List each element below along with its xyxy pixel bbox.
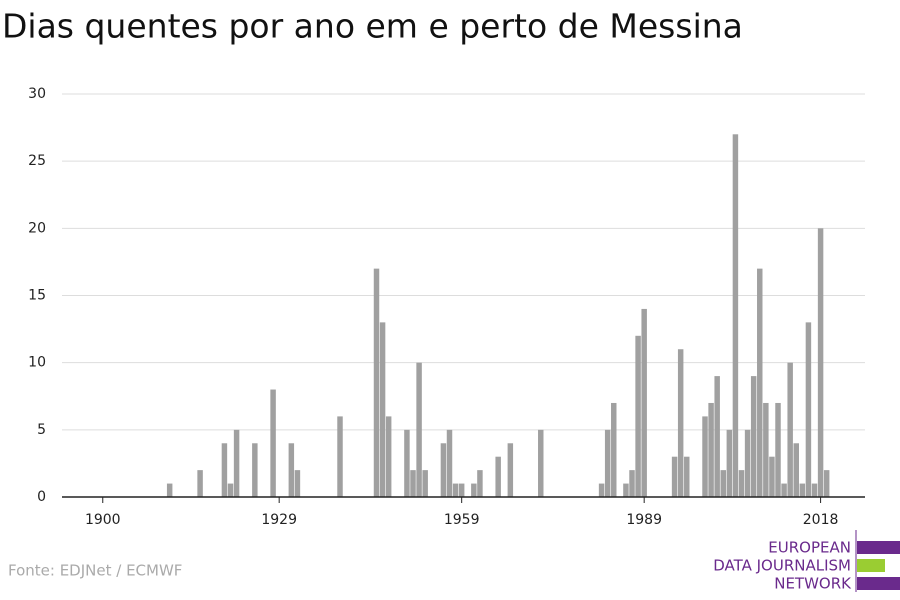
bar [817,228,824,498]
bar [440,443,447,497]
bar [738,470,745,497]
bar [611,402,617,497]
bar [702,416,708,497]
bar [538,429,544,497]
bar [781,483,787,497]
bar [252,443,258,497]
logo-text: EUROPEAN [768,539,851,557]
logo-bar [857,577,900,590]
bar [288,443,295,497]
chart-title: Dias quentes por ano em e perto de Messi… [2,7,743,46]
bar [714,376,720,497]
bar [337,416,343,497]
source: Fonte: EDJNet / ECMWF [8,562,182,580]
bar [793,443,799,497]
bar [495,456,501,497]
bar [385,416,392,497]
bar [744,429,751,497]
bar [604,429,611,497]
bar [750,376,757,497]
bar [799,483,806,497]
y-tick-label: 25 [28,153,46,169]
bar [197,470,203,497]
bar [446,429,453,497]
bar [373,268,380,497]
bar [233,429,240,497]
x-tick-label: 1929 [261,512,297,528]
bar [507,443,514,497]
y-tick-label: 5 [37,422,46,438]
bar [416,362,422,497]
bar [270,389,276,497]
logo-text: DATA JOURNALISM [713,557,851,575]
bar [166,483,173,497]
bar [635,335,641,497]
bar [452,483,459,497]
bar [410,470,416,497]
bar [823,470,830,497]
x-tick-label: 1959 [444,512,480,528]
bar [598,483,605,497]
y-tick-label: 15 [28,288,46,304]
bar [720,470,726,497]
bar [757,268,763,497]
bar [708,402,714,497]
bar [787,362,793,497]
x-tick-label: 1989 [626,512,662,528]
bar [458,483,465,497]
bar [379,322,386,497]
logo-text: NETWORK [774,575,852,593]
bar [684,456,690,497]
x-tick-label: 2018 [803,512,839,528]
bar [726,429,733,497]
y-tick-label: 30 [28,86,46,102]
bar [422,470,428,497]
bar [641,308,647,497]
bar [294,470,301,497]
bar [811,483,818,497]
y-tick-label: 10 [28,355,46,371]
bar [769,456,775,497]
y-tick-label: 0 [37,489,46,505]
bar [227,483,234,497]
bar [623,483,629,497]
x-tick-label: 1900 [85,512,121,528]
bar [763,402,769,497]
bar [677,349,684,497]
bar [477,470,483,497]
bar [629,470,635,497]
bar [671,456,678,497]
bar [775,402,781,497]
y-tick-label: 20 [28,220,46,236]
bar [732,134,739,498]
logo-bar [857,559,885,572]
bar [404,429,410,497]
bar [471,483,477,497]
bar [805,322,812,497]
bar [221,443,228,497]
logo-bar [857,541,900,554]
